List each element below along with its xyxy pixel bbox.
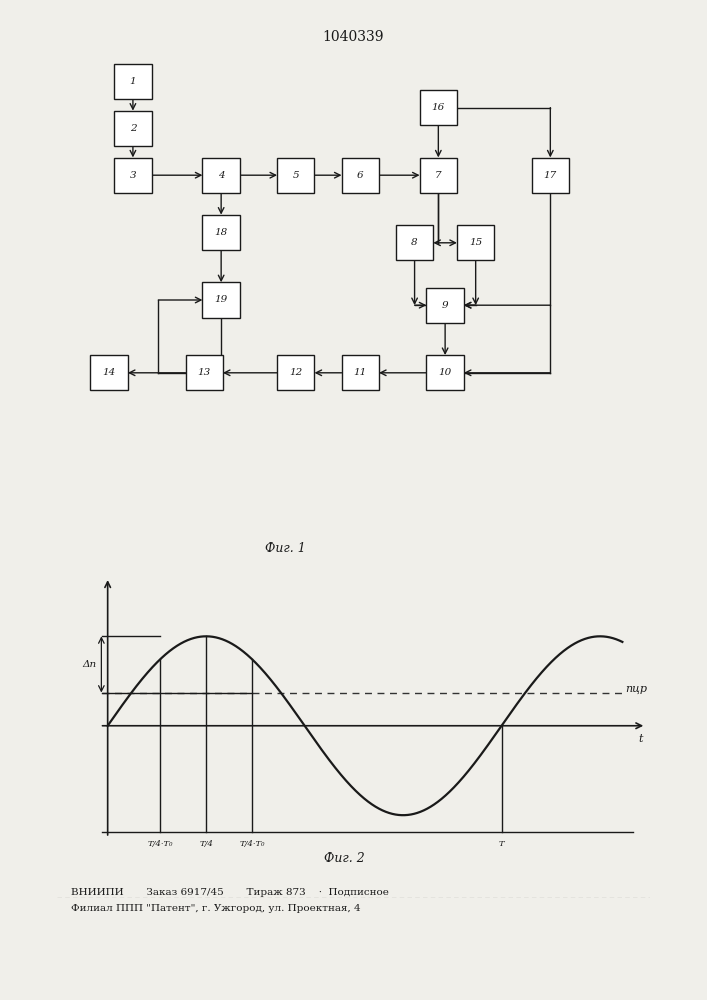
Bar: [202, 215, 240, 250]
Bar: [277, 355, 315, 390]
Text: Δn: Δn: [82, 660, 96, 669]
Text: 14: 14: [103, 368, 116, 377]
Bar: [426, 355, 464, 390]
Bar: [420, 90, 457, 125]
Text: 15: 15: [469, 238, 482, 247]
Text: 3: 3: [129, 171, 136, 180]
Bar: [202, 282, 240, 318]
Text: 17: 17: [544, 171, 557, 180]
Bar: [426, 288, 464, 323]
Text: 1040339: 1040339: [323, 30, 384, 44]
Text: 13: 13: [197, 368, 211, 377]
Text: T/4·T₀: T/4·T₀: [240, 840, 265, 848]
Bar: [532, 158, 569, 193]
Text: t: t: [638, 734, 643, 744]
Text: Филиал ППП "Патент", г. Ужгород, ул. Проектная, 4: Филиал ППП "Патент", г. Ужгород, ул. Про…: [71, 904, 361, 913]
Bar: [420, 158, 457, 193]
Bar: [277, 158, 315, 193]
Text: Фиг. 2: Фиг. 2: [324, 852, 364, 865]
Bar: [90, 355, 128, 390]
Text: 5: 5: [293, 171, 299, 180]
Text: 4: 4: [218, 171, 224, 180]
Bar: [115, 111, 151, 146]
Text: 18: 18: [214, 228, 228, 237]
Bar: [341, 158, 379, 193]
Text: 10: 10: [438, 368, 452, 377]
Text: ВНИИПИ       Заказ 6917/45       Тираж 873    ·  Подписное: ВНИИПИ Заказ 6917/45 Тираж 873 · Подписн…: [71, 888, 389, 897]
Bar: [202, 158, 240, 193]
Text: T/4: T/4: [199, 840, 213, 848]
Text: 6: 6: [357, 171, 363, 180]
Text: 1: 1: [129, 77, 136, 86]
Text: 11: 11: [354, 368, 367, 377]
Text: Фиг. 1: Фиг. 1: [265, 542, 306, 555]
Bar: [115, 64, 151, 99]
Text: 19: 19: [214, 296, 228, 304]
Bar: [115, 158, 151, 193]
Text: 16: 16: [432, 103, 445, 112]
Text: 7: 7: [435, 171, 442, 180]
Text: T: T: [498, 840, 504, 848]
Bar: [341, 355, 379, 390]
Text: 12: 12: [289, 368, 303, 377]
Text: пцр: пцр: [625, 684, 647, 694]
Text: T/4·T₀: T/4·T₀: [148, 840, 173, 848]
Text: 9: 9: [442, 301, 448, 310]
Bar: [185, 355, 223, 390]
Bar: [396, 225, 433, 260]
Text: 2: 2: [129, 124, 136, 133]
Text: 8: 8: [411, 238, 418, 247]
Bar: [457, 225, 494, 260]
